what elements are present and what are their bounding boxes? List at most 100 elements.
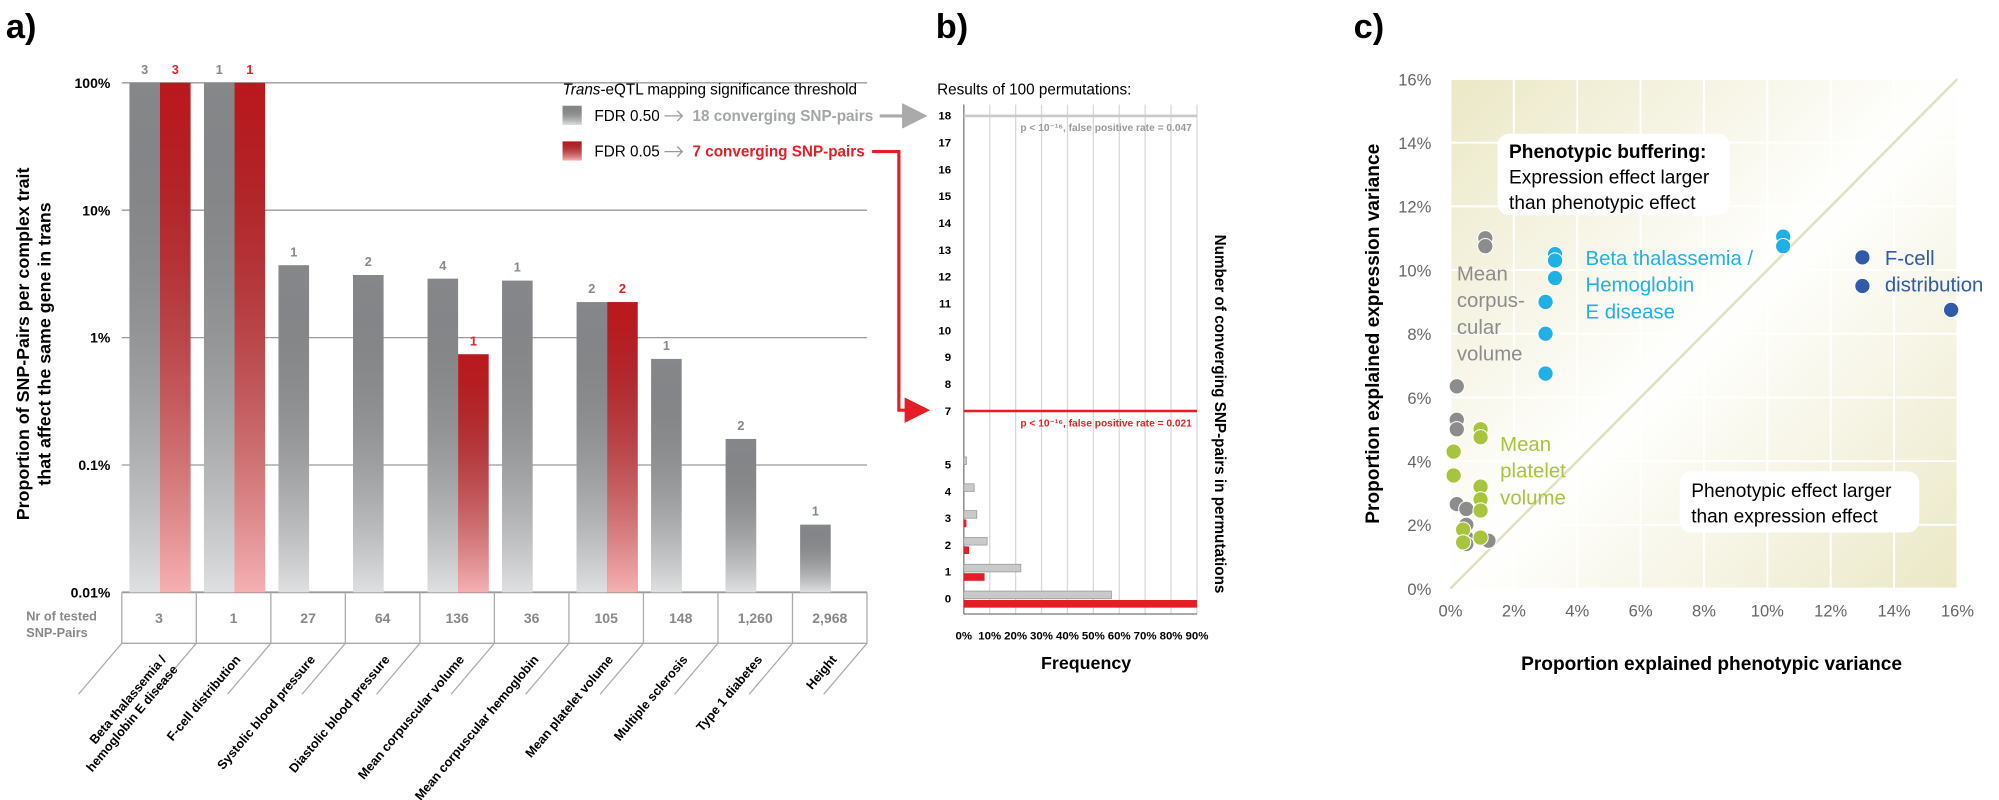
y-tick-label: 7 (945, 406, 951, 418)
legend-arrow (664, 146, 684, 158)
tested-count: 64 (375, 610, 391, 626)
bar (963, 590, 1112, 600)
bar (963, 546, 970, 554)
series-label-line: cular (1457, 317, 1501, 339)
y-axis-label-line: that affect the same gene in trans (34, 202, 54, 485)
x-tick-label: Multiple sclerosis (611, 652, 691, 743)
point (1472, 529, 1489, 546)
x-axis-label: Frequency (1041, 653, 1131, 673)
series-label-line: distribution (1885, 275, 1984, 297)
annotation-line: than phenotypic effect (1509, 193, 1696, 214)
x-tick-label: 14% (1878, 602, 1911, 621)
x-tick-label: Height (803, 652, 840, 693)
y-tick-label: 3 (945, 513, 951, 525)
annotation-line: Expression effect larger (1509, 167, 1710, 188)
bar-shade (203, 82, 235, 593)
table-separator (748, 592, 794, 695)
table-separator (77, 592, 123, 695)
y-tick-label: 16 (938, 164, 951, 176)
y-tick-label: 12 (938, 272, 951, 284)
table-separator (376, 592, 421, 695)
x-tick-label: 80% (1160, 630, 1183, 642)
series-label: Mean corpus-cular volume (1457, 263, 1525, 365)
tested-count: 1 (230, 610, 238, 626)
tested-count: 2,968 (812, 610, 847, 626)
count-label: 3 (172, 62, 179, 77)
legend-label: FDR 0.50 (594, 108, 659, 125)
y-tick-label: 0.1% (78, 457, 110, 473)
note-box (1497, 133, 1730, 216)
x-tick-label: 4% (1565, 602, 1589, 621)
connector-arrow (872, 150, 931, 423)
y-tick-label: 0.01% (71, 584, 111, 600)
y-tick-label: 15 (938, 191, 951, 203)
point (1775, 238, 1792, 255)
bar (963, 510, 978, 519)
y-tick-label: 10 (938, 325, 951, 337)
legend-title-italic: Trans (563, 81, 601, 98)
panel-label: a) (6, 8, 37, 46)
y-tick-label: 8% (1407, 325, 1431, 344)
bar-shade (725, 438, 757, 593)
x-tick-label: 90% (1185, 630, 1208, 642)
note-box (1679, 471, 1920, 533)
x-tick-label: 30% (1030, 630, 1053, 642)
y-tick-label: 5 (945, 459, 952, 471)
bar (963, 519, 967, 528)
annotation: Phenotypic effect larger than expression … (1691, 481, 1892, 527)
y-tick-label: 10% (82, 202, 111, 218)
bar-shade (576, 302, 608, 593)
y-tick-label: 0% (1407, 580, 1431, 599)
diagonal (1449, 78, 1959, 590)
point (1854, 277, 1871, 295)
table-separator (525, 592, 570, 695)
bar (963, 483, 975, 492)
count-label: 3 (141, 62, 148, 77)
y-tick-label: 9 (945, 352, 951, 364)
x-tick-label: 2% (1502, 602, 1526, 621)
x-tick-label-line: hemoglobin E disease (83, 662, 181, 775)
x-tick-label: 60% (1108, 630, 1131, 642)
table-separator (152, 592, 197, 695)
legend-result: 18 converging SNP-pairs (692, 108, 873, 125)
series-label: Mean platelet volume (1500, 434, 1566, 510)
bar-shade (160, 82, 191, 593)
point (1448, 421, 1465, 438)
tested-count: 136 (445, 610, 469, 626)
x-tick-label: 16% (1941, 602, 1974, 621)
y-tick-label: 11 (939, 299, 952, 311)
series-label-line: corpus- (1457, 290, 1525, 312)
x-tick-label: 0% (1438, 602, 1462, 621)
bar-shade (607, 302, 638, 593)
tested-count: 148 (669, 610, 693, 626)
count-label: 2 (737, 418, 744, 433)
series-label-line: volume (1457, 344, 1523, 366)
point (1454, 534, 1472, 551)
bar-shade (129, 82, 161, 593)
y-tick-label: 17 (938, 138, 951, 150)
point (1546, 269, 1564, 287)
table-separator (301, 592, 346, 695)
y-tick-label: 4 (945, 486, 952, 498)
legend-swatch-shade (562, 141, 582, 161)
point (1537, 325, 1554, 342)
y-tick-label: 1% (90, 330, 111, 346)
bar-shade (502, 280, 533, 593)
table-separator (599, 592, 645, 695)
x-tick-label: 10% (978, 630, 1001, 642)
series-label-line: F-cell (1885, 248, 1935, 270)
y-tick-label: 8 (945, 379, 952, 391)
y-tick-label: 4% (1407, 453, 1431, 472)
legend-title-rest: -eQTL mapping significance threshold (600, 81, 857, 98)
point (1445, 467, 1462, 484)
y-axis-label-line: Proportion of SNP-Pairs per complex trai… (13, 168, 33, 521)
x-tick-label: Type 1 diabetes (693, 652, 765, 734)
legend-title: Trans-eQTL mapping significance threshol… (563, 81, 857, 98)
x-tick-label: 8% (1692, 602, 1716, 621)
y-tick-label: 2 (945, 540, 951, 552)
bar-shade (427, 278, 459, 593)
point (1942, 301, 1960, 319)
point (1546, 252, 1564, 269)
bar (963, 456, 967, 465)
